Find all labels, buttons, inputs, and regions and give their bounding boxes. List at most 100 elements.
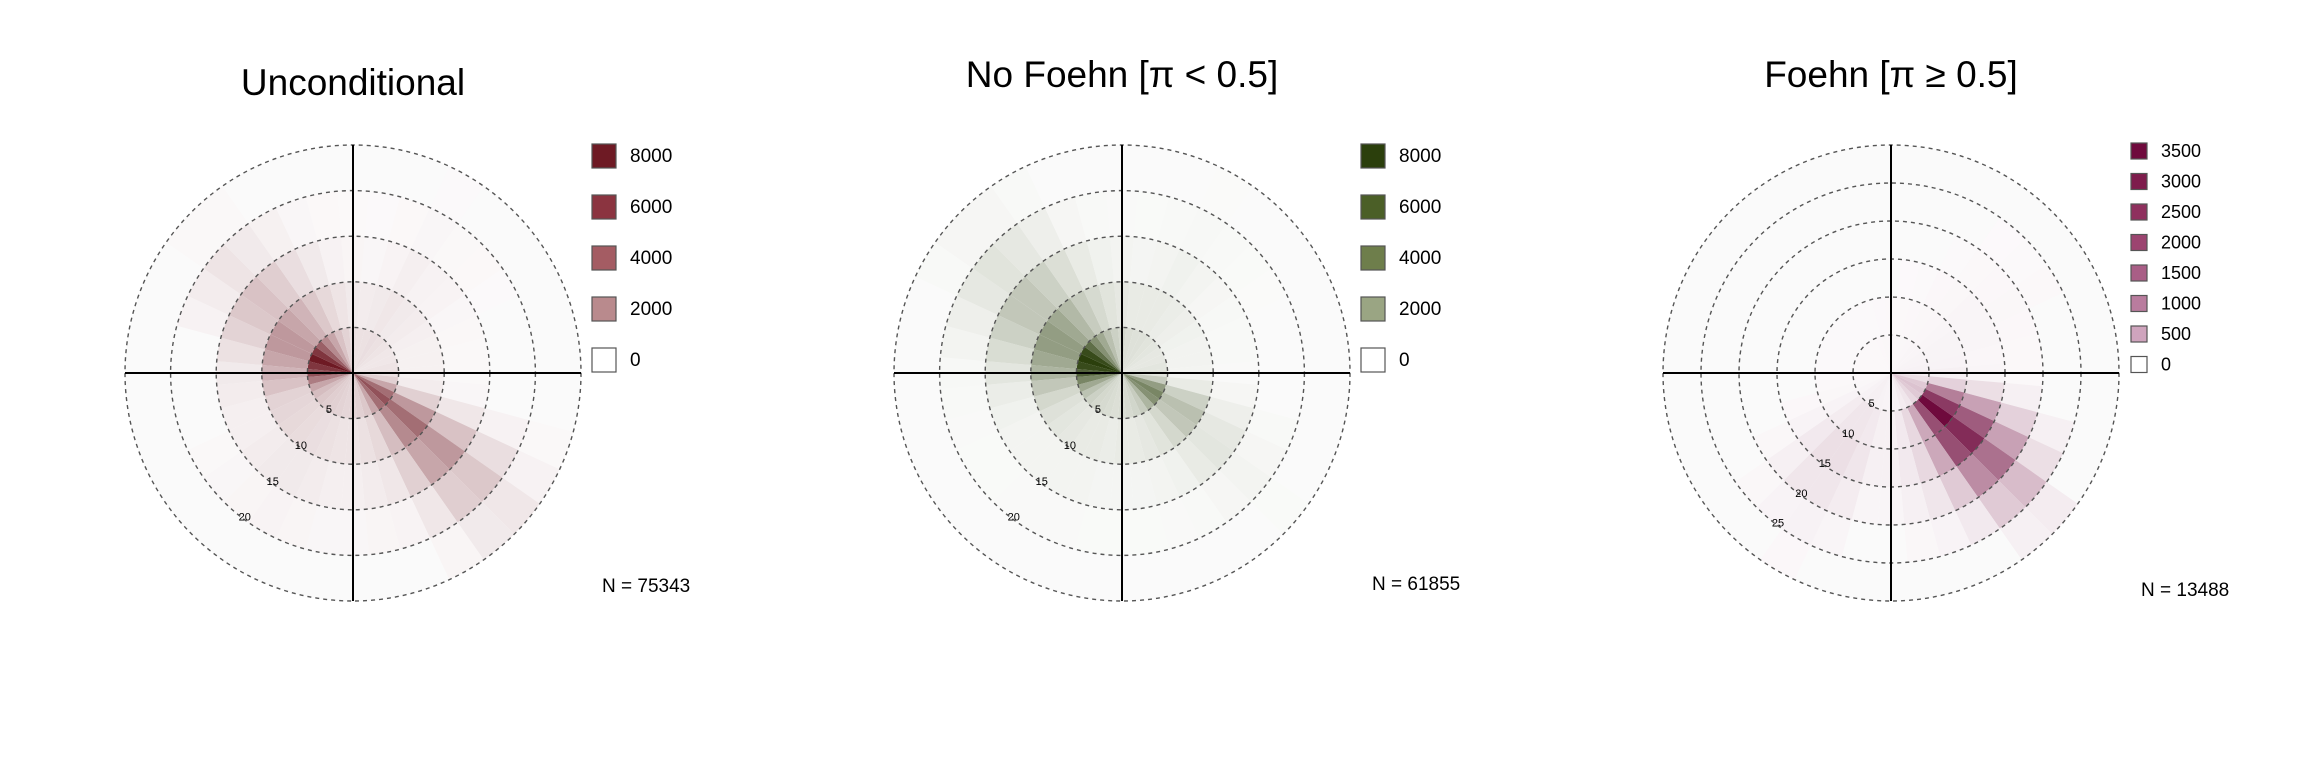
rose-cell — [991, 166, 1045, 224]
rose-cell — [1910, 441, 1940, 484]
rose-cell — [1978, 217, 2026, 266]
rose-cell — [1017, 485, 1065, 539]
rose-cell — [1904, 519, 1941, 563]
ring-label: 15 — [267, 476, 279, 488]
rose-cell — [1077, 353, 1122, 373]
rose-cell — [1086, 461, 1115, 510]
sample-size-label: N = 61855 — [1372, 574, 1460, 595]
rose-cell — [1174, 260, 1219, 309]
rose-cell — [1145, 455, 1180, 506]
rose-cell — [1031, 349, 1078, 370]
rose-cell — [1245, 408, 1299, 451]
rose-cell — [229, 411, 279, 452]
rose-cell — [288, 298, 327, 341]
rose-cell — [1934, 426, 1972, 467]
rose-cell — [1842, 441, 1872, 484]
legend: 8000 6000 4000 2000 0 — [1360, 143, 1441, 373]
rose-cell — [1897, 259, 1921, 300]
rose-cell — [1964, 379, 2005, 403]
rose-cell — [317, 236, 346, 285]
rose-cell — [1907, 404, 1935, 442]
rose-cell — [278, 399, 321, 438]
rose-cell — [2001, 333, 2043, 364]
rose-cell — [1891, 373, 1929, 383]
rose-cell — [989, 396, 1040, 431]
ring-label: 10 — [1842, 428, 1854, 440]
rose-cell — [229, 294, 279, 335]
rose-cell — [1828, 394, 1865, 427]
rose-cell — [1825, 435, 1859, 477]
rose-cell — [1953, 405, 1995, 439]
rose-cell — [1074, 191, 1111, 241]
rose-cell — [1971, 265, 2016, 308]
rose-cell — [1210, 380, 1259, 409]
rose-cell — [1881, 335, 1891, 373]
rose-cell — [1125, 417, 1146, 464]
rose-cell — [353, 373, 391, 406]
rose-cell — [1856, 373, 1891, 395]
rose-cell — [1122, 340, 1160, 373]
rose-cell — [989, 315, 1040, 350]
rose-cell — [341, 373, 353, 419]
rose-cell — [1033, 384, 1081, 412]
rose-cell — [972, 451, 1026, 502]
legend-label: 4000 — [1399, 248, 1441, 269]
rose-cell — [1803, 466, 1843, 511]
rose-cell — [1927, 376, 1967, 393]
rose-cell — [353, 373, 386, 411]
rose-cell — [1196, 294, 1246, 335]
rose-cell — [1084, 373, 1122, 406]
rose-cell — [1920, 476, 1956, 520]
rose-cell — [1854, 373, 1891, 390]
rose-cell — [390, 392, 436, 426]
rose-cell — [1871, 409, 1888, 449]
rose-cell — [1917, 394, 1954, 427]
rose-cell — [264, 384, 312, 412]
rose-cell — [1200, 469, 1251, 523]
rose-cell — [1891, 373, 1926, 395]
legend-label: 8000 — [1399, 146, 1441, 167]
rose-cell — [1923, 269, 1957, 311]
rose-cell — [1044, 496, 1087, 550]
rose-cell — [1900, 483, 1931, 525]
legend-label: 1000 — [2161, 294, 2201, 314]
rose-cell — [405, 437, 450, 486]
rose-cell — [1076, 361, 1122, 373]
rose-cell — [1064, 240, 1099, 291]
rose-cell — [1858, 407, 1882, 447]
rose-cell — [1912, 310, 1945, 347]
rose-cell — [1047, 308, 1090, 347]
rose-cell — [1900, 407, 1924, 447]
rose-cell — [1815, 353, 1855, 370]
rose-cell — [1083, 284, 1111, 332]
rose-cell — [1874, 373, 1891, 410]
rose-cell — [1891, 373, 1928, 390]
rose-cell — [1031, 376, 1078, 397]
legend-label: 2000 — [1399, 299, 1441, 320]
rose-cell — [314, 414, 342, 462]
rose-cell — [305, 505, 342, 555]
rose-cell — [1154, 308, 1197, 347]
rose-cell — [1043, 447, 1084, 497]
rose-cell — [1897, 446, 1921, 487]
rose-cell — [435, 396, 486, 431]
legend-swatch — [591, 245, 617, 271]
rose-cell — [305, 191, 342, 241]
rose-cell — [1166, 376, 1213, 397]
rose-cell — [1922, 389, 1960, 417]
rose-cell — [1891, 373, 1913, 408]
rose-cell — [1894, 409, 1911, 449]
rose-cell — [1133, 414, 1161, 462]
rose-cell — [1250, 477, 1309, 535]
rose-cell — [1891, 335, 1901, 373]
rose-cell — [1159, 392, 1205, 426]
rose-cell — [1994, 308, 2038, 344]
rose-cell — [1025, 260, 1070, 309]
rose-cell — [1787, 405, 1829, 439]
rose-cell — [1077, 373, 1122, 393]
ring-label: 25 — [1772, 518, 1784, 530]
rose-cell — [993, 223, 1044, 277]
rose-cell — [240, 276, 289, 321]
legend-label: 3500 — [2161, 141, 2201, 161]
